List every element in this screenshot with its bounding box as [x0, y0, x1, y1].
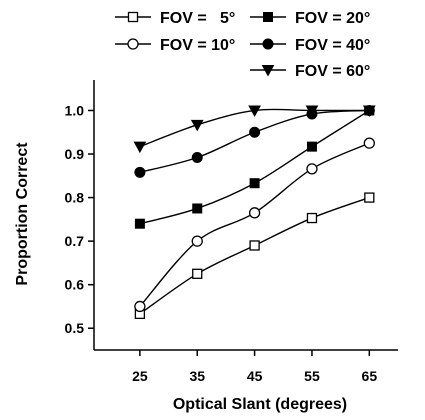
y-tick-label: 0.7 [65, 233, 85, 249]
y-tick-label: 0.9 [65, 146, 85, 162]
filled-square-marker [192, 203, 203, 214]
y-tick-label: 0.8 [65, 190, 85, 206]
legend-label: FOV = 20° [295, 10, 370, 27]
triangle-marker [248, 105, 261, 118]
filled-square-marker [134, 218, 145, 229]
filled-circle-marker [191, 152, 203, 164]
open-circle-marker [191, 235, 203, 247]
triangle-marker [133, 141, 147, 154]
x-ticks: 25 35 45 55 65 [132, 350, 377, 384]
filled-square-marker [249, 178, 260, 189]
x-axis-title: Optical Slant (degrees) [173, 396, 347, 413]
filled-circle-marker [134, 166, 146, 178]
legend-label: FOV = 40° [295, 37, 370, 54]
x-tick-label: 35 [189, 368, 205, 384]
triangle-marker [305, 105, 319, 118]
open-circle-marker [306, 163, 318, 175]
legend-item: FOV = 10° [115, 37, 235, 54]
open-circle-marker [248, 207, 261, 219]
x-tick-label: 65 [362, 368, 378, 384]
series-line [139, 109, 370, 174]
legend-item: FOV = 5° [115, 10, 235, 27]
y-tick-label: 1.0 [65, 102, 85, 118]
open-circle-marker [363, 137, 375, 149]
triangle-marker [362, 105, 376, 118]
legend-label: FOV = 60° [295, 63, 370, 80]
y-tick-label: 0.6 [65, 277, 85, 293]
x-tick-label: 45 [247, 368, 263, 384]
series-line [139, 142, 370, 307]
y-tick-label: 0.5 [65, 320, 85, 336]
legend: FOV = 5° FOV = 20° FOV = 10° FOV = 40° FOV =… [115, 10, 370, 80]
triangle-marker [190, 119, 204, 132]
y-axis-title: Proportion Correct [14, 142, 31, 286]
legend-label: FOV = 10° [160, 37, 235, 54]
open-square-marker [249, 240, 260, 251]
open-square-marker [192, 268, 203, 279]
legend-filled-square-marker [263, 12, 273, 22]
legend-label: FOV = 5° [160, 10, 235, 27]
x-tick-label: 55 [304, 368, 320, 384]
open-square-marker [364, 192, 375, 203]
open-square-marker [306, 212, 318, 224]
legend-open-circle-marker [127, 38, 139, 50]
filled-square-marker [306, 141, 317, 152]
axes [93, 80, 398, 351]
legend-open-square-marker [127, 11, 139, 23]
legend-filled-circle-marker [262, 38, 274, 50]
filled-circle-marker [249, 126, 261, 138]
x-tick-label: 25 [132, 368, 148, 384]
series-markers [133, 104, 376, 320]
legend-item: FOV = 40° [250, 37, 370, 54]
legend-triangle-marker [261, 65, 275, 77]
legend-item: FOV = 60° [250, 63, 370, 80]
legend-item: FOV = 20° [250, 10, 370, 27]
y-ticks: 0.5 0.6 0.7 0.8 0.9 1.0 [65, 102, 94, 336]
open-circle-marker [134, 300, 146, 313]
